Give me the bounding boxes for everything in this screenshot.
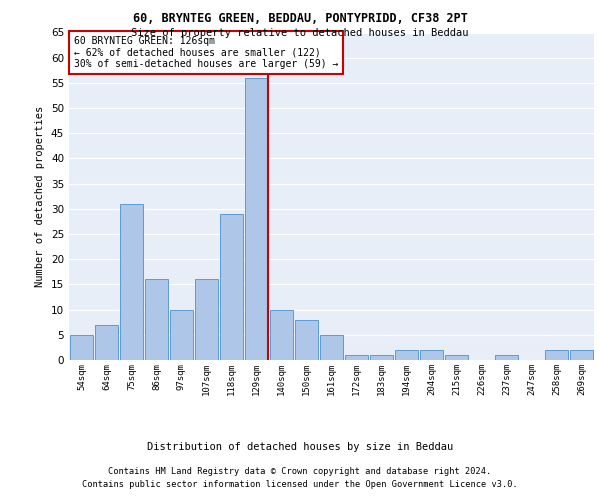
Bar	[70, 335, 94, 360]
Bar	[269, 310, 293, 360]
Bar	[370, 355, 394, 360]
Bar	[194, 280, 218, 360]
Bar	[445, 355, 469, 360]
Bar	[569, 350, 593, 360]
Text: Distribution of detached houses by size in Beddau: Distribution of detached houses by size …	[147, 442, 453, 452]
Bar	[344, 355, 368, 360]
Bar	[170, 310, 193, 360]
Bar	[220, 214, 244, 360]
Bar	[145, 280, 169, 360]
Text: 60 BRYNTEG GREEN: 126sqm
← 62% of detached houses are smaller (122)
30% of semi-: 60 BRYNTEG GREEN: 126sqm ← 62% of detach…	[74, 36, 338, 69]
Bar	[119, 204, 143, 360]
Bar	[320, 335, 343, 360]
Bar	[95, 324, 118, 360]
Y-axis label: Number of detached properties: Number of detached properties	[35, 106, 46, 287]
Text: Contains public sector information licensed under the Open Government Licence v3: Contains public sector information licen…	[82, 480, 518, 489]
Text: Contains HM Land Registry data © Crown copyright and database right 2024.: Contains HM Land Registry data © Crown c…	[109, 467, 491, 476]
Bar	[395, 350, 418, 360]
Bar	[245, 78, 268, 360]
Bar	[545, 350, 568, 360]
Bar	[494, 355, 518, 360]
Text: Size of property relative to detached houses in Beddau: Size of property relative to detached ho…	[131, 28, 469, 38]
Text: 60, BRYNTEG GREEN, BEDDAU, PONTYPRIDD, CF38 2PT: 60, BRYNTEG GREEN, BEDDAU, PONTYPRIDD, C…	[133, 12, 467, 26]
Bar	[295, 320, 319, 360]
Bar	[419, 350, 443, 360]
